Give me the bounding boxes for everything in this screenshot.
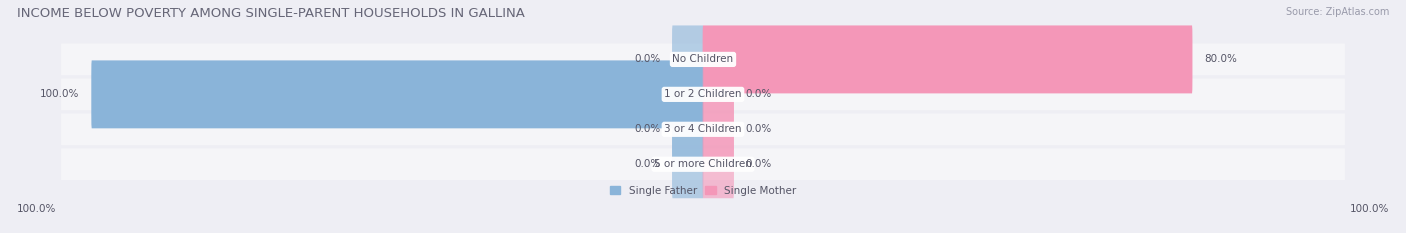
Text: 0.0%: 0.0%: [634, 124, 661, 134]
FancyBboxPatch shape: [60, 113, 1346, 145]
FancyBboxPatch shape: [60, 148, 1346, 180]
FancyBboxPatch shape: [60, 44, 1346, 75]
Legend: Single Father, Single Mother: Single Father, Single Mother: [606, 182, 800, 200]
FancyBboxPatch shape: [672, 25, 703, 93]
Text: 100.0%: 100.0%: [41, 89, 80, 99]
Text: 80.0%: 80.0%: [1205, 55, 1237, 64]
Text: 1 or 2 Children: 1 or 2 Children: [664, 89, 742, 99]
Text: 0.0%: 0.0%: [634, 159, 661, 169]
Text: No Children: No Children: [672, 55, 734, 64]
FancyBboxPatch shape: [672, 130, 703, 198]
Text: 0.0%: 0.0%: [745, 159, 772, 169]
FancyBboxPatch shape: [703, 25, 1192, 93]
FancyBboxPatch shape: [91, 60, 703, 128]
Text: Source: ZipAtlas.com: Source: ZipAtlas.com: [1285, 7, 1389, 17]
Text: 100.0%: 100.0%: [17, 204, 56, 214]
Text: 5 or more Children: 5 or more Children: [654, 159, 752, 169]
FancyBboxPatch shape: [672, 95, 703, 163]
FancyBboxPatch shape: [703, 95, 734, 163]
FancyBboxPatch shape: [703, 130, 734, 198]
FancyBboxPatch shape: [60, 79, 1346, 110]
Text: 0.0%: 0.0%: [745, 124, 772, 134]
FancyBboxPatch shape: [703, 60, 734, 128]
Text: 100.0%: 100.0%: [1350, 204, 1389, 214]
Text: 0.0%: 0.0%: [634, 55, 661, 64]
Text: INCOME BELOW POVERTY AMONG SINGLE-PARENT HOUSEHOLDS IN GALLINA: INCOME BELOW POVERTY AMONG SINGLE-PARENT…: [17, 7, 524, 20]
Text: 3 or 4 Children: 3 or 4 Children: [664, 124, 742, 134]
Text: 0.0%: 0.0%: [745, 89, 772, 99]
